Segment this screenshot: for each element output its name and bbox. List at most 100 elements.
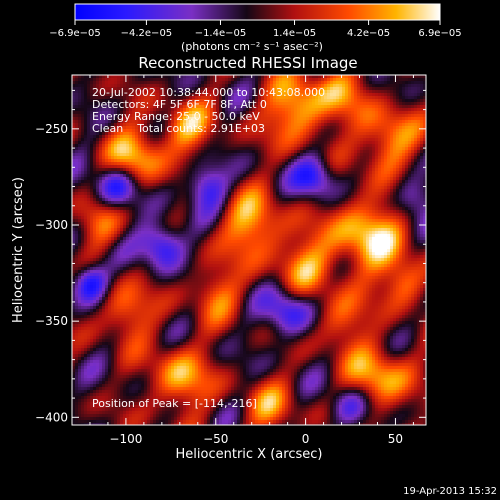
heatmap-cell bbox=[147, 237, 151, 241]
heatmap-cell bbox=[156, 414, 160, 418]
heatmap-cell bbox=[102, 135, 106, 139]
heatmap-cell bbox=[156, 93, 160, 97]
heatmap-cell bbox=[174, 345, 178, 349]
heatmap-cell bbox=[192, 231, 196, 235]
heatmap-cell bbox=[156, 81, 160, 85]
heatmap-cell bbox=[96, 249, 100, 253]
heatmap-cell bbox=[165, 204, 169, 208]
heatmap-cell bbox=[168, 279, 172, 283]
heatmap-cell bbox=[198, 93, 202, 97]
heatmap-cell bbox=[96, 270, 100, 274]
heatmap-cell bbox=[84, 237, 88, 241]
heatmap-cell bbox=[141, 285, 145, 289]
heatmap-cell bbox=[99, 375, 103, 379]
heatmap-cell bbox=[138, 315, 142, 319]
heatmap-cell bbox=[186, 156, 190, 160]
heatmap-cell bbox=[120, 186, 124, 190]
colorbar-tick-label: −4.2e−05 bbox=[121, 28, 173, 39]
heatmap-cell bbox=[180, 366, 184, 370]
heatmap-cell bbox=[192, 291, 196, 295]
heatmap-cell bbox=[90, 114, 94, 118]
heatmap-cell bbox=[159, 384, 163, 388]
heatmap-cell bbox=[132, 240, 136, 244]
heatmap-cell bbox=[111, 375, 115, 379]
heatmap-cell bbox=[123, 417, 127, 421]
heatmap-cell bbox=[114, 87, 118, 91]
heatmap-cell bbox=[156, 138, 160, 142]
heatmap-cell bbox=[192, 171, 196, 175]
heatmap-cell bbox=[105, 372, 109, 376]
heatmap-cell bbox=[153, 261, 157, 265]
heatmap-cell bbox=[102, 180, 106, 184]
heatmap-cell bbox=[93, 375, 97, 379]
heatmap-cell bbox=[105, 279, 109, 283]
heatmap-cell bbox=[192, 117, 196, 121]
heatmap-cell bbox=[105, 150, 109, 154]
heatmap-cell bbox=[165, 99, 169, 103]
heatmap-cell bbox=[84, 294, 88, 298]
heatmap-cell bbox=[135, 306, 139, 310]
heatmap-cell bbox=[117, 300, 121, 304]
heatmap-cell bbox=[81, 297, 85, 301]
heatmap-cell bbox=[96, 276, 100, 280]
heatmap-cell bbox=[180, 189, 184, 193]
heatmap-cell bbox=[87, 249, 91, 253]
heatmap-cell bbox=[168, 84, 172, 88]
heatmap-cell bbox=[75, 303, 79, 307]
heatmap-cell bbox=[93, 378, 97, 382]
heatmap-cell bbox=[99, 186, 103, 190]
heatmap-cell bbox=[165, 102, 169, 106]
heatmap-cell bbox=[111, 198, 115, 202]
heatmap-cell bbox=[102, 321, 106, 325]
heatmap-cell bbox=[162, 327, 166, 331]
heatmap-cell bbox=[132, 231, 136, 235]
heatmap-cell bbox=[177, 162, 181, 166]
heatmap-cell bbox=[93, 255, 97, 259]
heatmap-cell bbox=[147, 246, 151, 250]
heatmap-cell bbox=[153, 351, 157, 355]
heatmap-cell bbox=[156, 303, 160, 307]
heatmap-cell bbox=[135, 75, 139, 79]
heatmap-cell bbox=[78, 78, 82, 82]
heatmap-cell bbox=[81, 246, 85, 250]
heatmap-cell bbox=[147, 357, 151, 361]
heatmap-cell bbox=[174, 81, 178, 85]
heatmap-cell bbox=[90, 96, 94, 100]
heatmap-cell bbox=[168, 120, 172, 124]
heatmap-cell bbox=[123, 381, 127, 385]
heatmap-cell bbox=[144, 183, 148, 187]
heatmap-cell bbox=[183, 372, 187, 376]
colorbar-ticks: −6.9e−05 −4.2e−05 −1.4e−05 1.4e−05 4.2e−05 6.… bbox=[49, 20, 462, 39]
heatmap-cell bbox=[81, 360, 85, 364]
heatmap-cell bbox=[96, 366, 100, 370]
heatmap-cell bbox=[84, 108, 88, 112]
heatmap-cell bbox=[120, 324, 124, 328]
heatmap-cell bbox=[150, 399, 154, 403]
heatmap-cell bbox=[78, 270, 82, 274]
heatmap-cell bbox=[78, 90, 82, 94]
heatmap-cell bbox=[111, 132, 115, 136]
heatmap-cell bbox=[93, 87, 97, 91]
heatmap-cell bbox=[96, 171, 100, 175]
heatmap-cell bbox=[126, 309, 130, 313]
heatmap-cell bbox=[195, 282, 199, 286]
heatmap-cell bbox=[153, 102, 157, 106]
heatmap-cell bbox=[129, 180, 133, 184]
heatmap-cell bbox=[84, 213, 88, 217]
heatmap-cell bbox=[165, 288, 169, 292]
heatmap-cell bbox=[114, 399, 118, 403]
heatmap-cell bbox=[114, 321, 118, 325]
heatmap-cell bbox=[177, 87, 181, 91]
heatmap-cell bbox=[114, 180, 118, 184]
heatmap-cell bbox=[135, 384, 139, 388]
heatmap-cell bbox=[117, 363, 121, 367]
heatmap-cell bbox=[81, 354, 85, 358]
heatmap-cell bbox=[87, 204, 91, 208]
heatmap-cell bbox=[111, 159, 115, 163]
heatmap-cell bbox=[123, 240, 127, 244]
heatmap-cell bbox=[111, 378, 115, 382]
heatmap-cell bbox=[117, 378, 121, 382]
heatmap-cell bbox=[84, 189, 88, 193]
heatmap-cell bbox=[72, 342, 76, 346]
heatmap-cell bbox=[183, 162, 187, 166]
